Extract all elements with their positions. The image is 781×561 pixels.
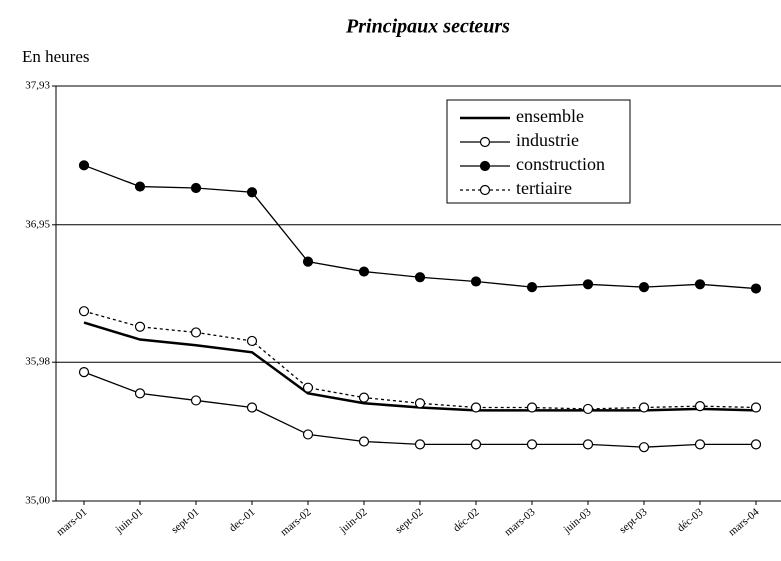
point [750,402,762,413]
x-tick-label: sept-02 [393,506,426,536]
point [694,279,706,290]
x-tick-label: déc-02 [451,506,482,534]
point [302,382,314,393]
point [470,276,482,287]
point [190,182,202,194]
point [190,395,202,406]
x-tick-label: dec-01 [227,506,258,534]
x-tick-label: juin-03 [561,506,594,537]
point [694,439,706,450]
point [750,283,762,294]
legend-label: tertiaire [516,178,572,198]
legend-label: industrie [516,130,579,150]
point [526,439,538,450]
point [638,402,650,413]
point [414,439,426,450]
x-tick-label: mars-04 [726,506,762,539]
chart-title: Principaux secteurs [345,16,510,38]
y-tick-label: 35,00 [25,495,50,507]
series-line [83,321,757,412]
point [246,335,258,347]
y-tick-label: 35,98 [25,356,50,368]
point [134,321,146,332]
point [750,439,762,450]
point [582,439,594,450]
point [78,367,90,378]
series-line [83,164,757,290]
point [78,160,90,171]
x-tick-label: déc-03 [675,506,706,535]
point [638,442,650,453]
point [638,282,650,293]
x-tick-label: juin-01 [113,506,146,536]
legend-marker [479,136,491,148]
point [470,439,482,450]
x-tick-label: juin-02 [337,506,370,536]
y-tick-label: 36,95 [25,218,50,230]
point [246,187,258,198]
point [358,266,370,277]
series-line [83,310,757,410]
legend-marker [479,160,491,172]
x-tick-label: mars-01 [54,506,89,538]
point [246,402,258,413]
point [470,402,482,413]
point [582,279,594,290]
point [134,388,146,399]
point [78,306,90,317]
point [582,403,594,415]
point [358,392,370,403]
point [526,282,538,293]
legend-label: construction [516,154,605,174]
point [694,401,706,412]
x-tick-label: mars-03 [502,506,538,539]
point [414,398,426,409]
point [302,429,314,440]
point [526,402,538,413]
y-axis-label: En heures [22,47,90,66]
legend-label: ensemble [516,106,584,126]
point [358,436,370,447]
point [134,181,146,192]
x-tick-label: mars-02 [278,506,313,538]
point [414,272,426,283]
point [302,256,314,267]
x-tick-label: sept-03 [617,506,650,536]
y-tick-label: 37,93 [25,80,50,92]
point [190,327,202,338]
legend-marker [479,184,491,196]
x-tick-label: sept-01 [169,506,202,536]
